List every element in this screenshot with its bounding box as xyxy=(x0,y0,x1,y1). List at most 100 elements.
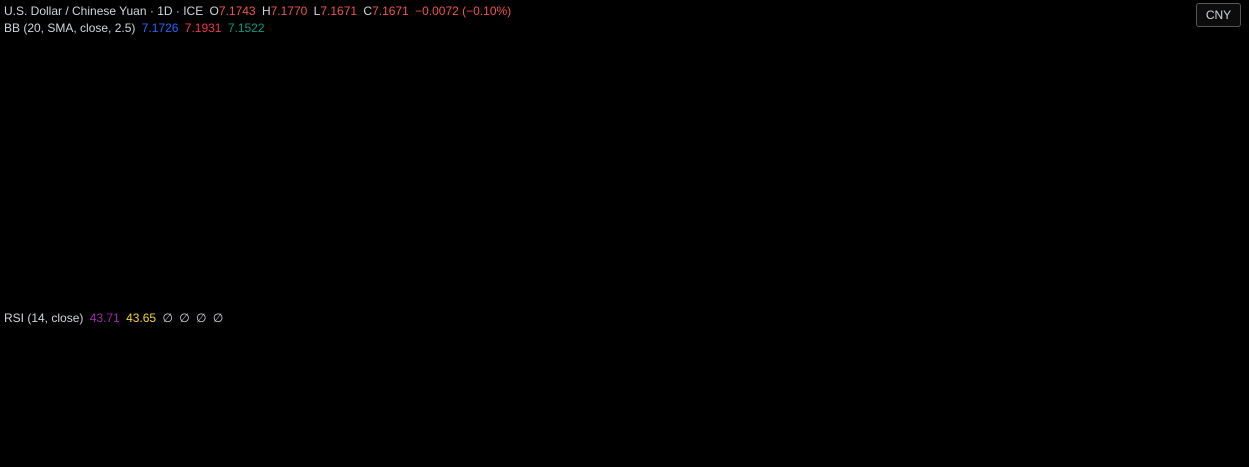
candle xyxy=(484,234,490,243)
zone-band-3 xyxy=(0,180,1189,215)
candle xyxy=(471,230,477,243)
candle-body xyxy=(134,142,139,148)
candle-body xyxy=(531,242,536,255)
rsi-empty-4: ∅ xyxy=(212,311,224,325)
candle-body xyxy=(663,264,669,266)
horizontal-levels xyxy=(0,76,1189,275)
candle xyxy=(359,181,364,200)
zone-band-6 xyxy=(0,273,1189,300)
candle xyxy=(392,201,397,226)
candle xyxy=(286,52,291,92)
candle-body xyxy=(438,185,444,203)
candle xyxy=(312,88,318,130)
candle xyxy=(1,134,7,149)
candle-body xyxy=(392,202,397,222)
candle xyxy=(54,122,60,159)
candle xyxy=(663,261,669,269)
candle xyxy=(584,247,589,258)
candle-body xyxy=(48,155,53,163)
bb-upper-tag: 7.1931 xyxy=(1193,210,1245,227)
candle-body xyxy=(623,244,629,256)
candle-body xyxy=(597,245,603,249)
candle xyxy=(657,262,662,272)
candle xyxy=(425,191,430,216)
bb-upper-tag-bg xyxy=(1193,210,1245,227)
month-tick-label: Mar xyxy=(4,455,25,467)
candle-body xyxy=(107,165,113,183)
candle-body xyxy=(120,162,126,175)
candle xyxy=(623,242,629,259)
candle xyxy=(557,234,563,249)
candle-body xyxy=(504,232,510,246)
candle-body xyxy=(21,91,27,95)
ohlc-close: C7.1671 xyxy=(363,4,409,18)
candle-body xyxy=(511,232,517,238)
rsi-pane xyxy=(0,317,1189,447)
candle xyxy=(61,127,66,155)
bb-lower-line xyxy=(4,150,713,289)
candle xyxy=(531,240,536,258)
candle-body xyxy=(617,244,622,269)
candle xyxy=(345,120,351,123)
candle xyxy=(372,157,378,176)
candle xyxy=(676,251,682,266)
candle xyxy=(87,155,93,178)
zone-band-4 xyxy=(0,214,1189,250)
currency-button[interactable]: CNY xyxy=(1196,3,1241,27)
candle xyxy=(180,117,186,148)
month-tick-label: Oct xyxy=(1140,455,1159,467)
candle xyxy=(246,52,252,78)
bb-basis-tag-bg xyxy=(1193,228,1245,245)
candle-body xyxy=(140,137,146,148)
candle-body xyxy=(412,202,417,213)
candle-body xyxy=(279,54,285,93)
candle-body xyxy=(696,250,702,255)
candle xyxy=(465,237,470,263)
candle xyxy=(438,182,444,205)
candle-body xyxy=(200,65,205,98)
candle xyxy=(193,94,199,112)
candle xyxy=(590,242,596,256)
candle xyxy=(696,248,702,258)
candle xyxy=(544,235,550,255)
candle xyxy=(240,55,245,88)
candle-body xyxy=(544,238,550,252)
candle-body xyxy=(584,250,589,255)
candle xyxy=(564,234,569,240)
candle xyxy=(571,237,576,259)
candle-body xyxy=(240,58,245,85)
candle xyxy=(597,240,603,252)
candle-body xyxy=(246,58,252,73)
candle-body xyxy=(710,256,715,267)
candle-body xyxy=(292,87,298,100)
rsi-ma-value: 43.65 xyxy=(126,311,157,325)
candle xyxy=(637,258,642,269)
rsi-tick-label: 60.00 xyxy=(1199,357,1229,371)
candle-body xyxy=(160,131,166,139)
candle-body xyxy=(471,232,477,240)
candle-body xyxy=(398,207,404,222)
candle xyxy=(432,190,437,206)
candle xyxy=(610,245,616,272)
candle-body xyxy=(451,212,457,218)
ohlc-low: L7.1671 xyxy=(313,4,358,18)
candles xyxy=(1,4,715,273)
candle-body xyxy=(332,121,338,123)
rsi-ma-tag-text: 43.65 xyxy=(1200,412,1230,426)
candle xyxy=(478,228,483,239)
rsi-ma-tag: 43.65 xyxy=(1193,410,1245,426)
candle-body xyxy=(518,237,523,248)
candle-body xyxy=(465,240,470,250)
candle-body xyxy=(551,238,556,245)
candle xyxy=(253,45,258,76)
bb-basis-tag-text: 7.1726 xyxy=(1200,230,1237,244)
bb-lower-tag-bg xyxy=(1193,276,1245,293)
candle xyxy=(398,204,404,225)
candle xyxy=(114,155,119,178)
candle-body xyxy=(478,232,483,236)
candle-body xyxy=(67,148,73,189)
zone-band-5 xyxy=(0,250,1189,274)
trendline xyxy=(0,139,1081,301)
candle xyxy=(134,137,139,152)
candle xyxy=(41,138,47,166)
